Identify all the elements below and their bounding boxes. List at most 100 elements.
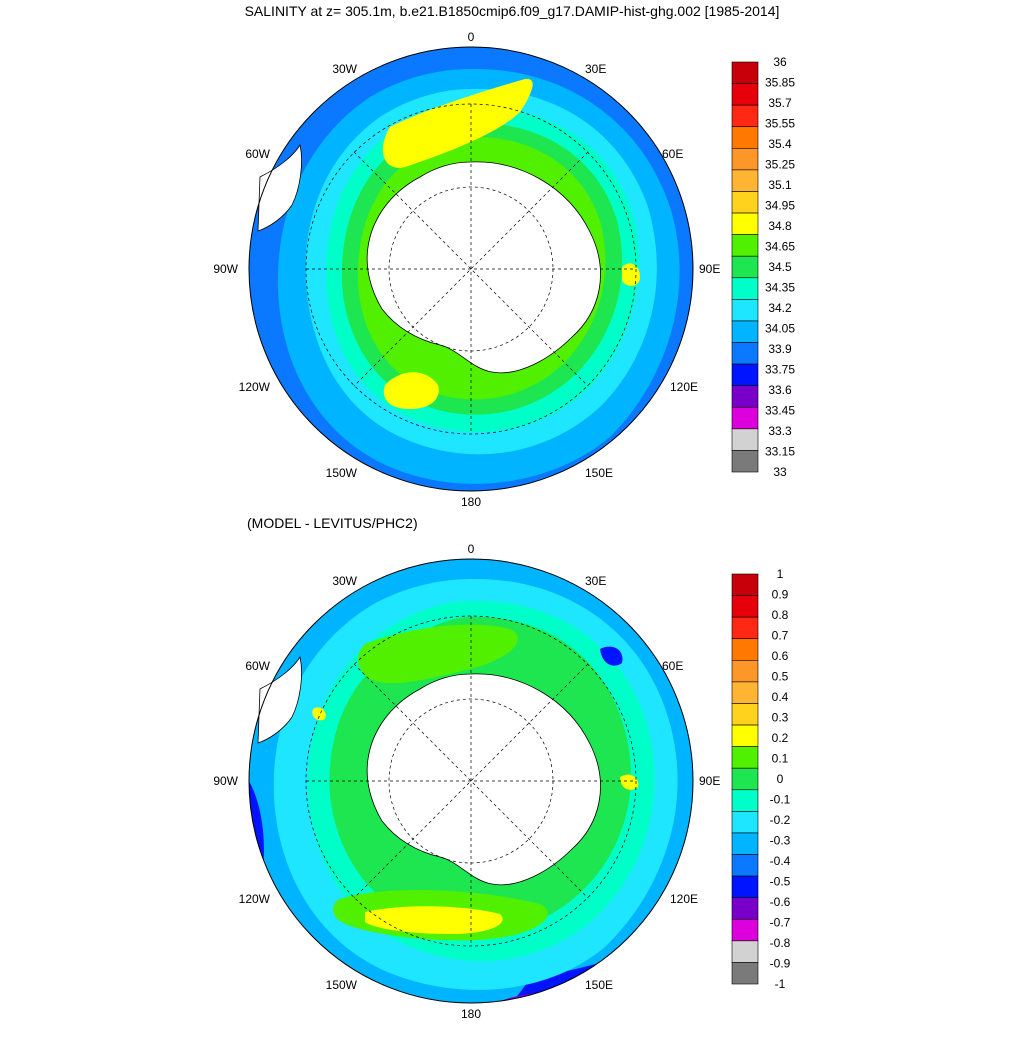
colorbar-tick-label: 0.8 — [772, 608, 789, 622]
south-america-landmass — [257, 655, 302, 744]
longitude-labels: 0 30E 60E 90E 120E 150E 180 150W 120W 90… — [213, 30, 720, 509]
colorbar-tick-label: 0.5 — [772, 670, 789, 684]
lon-label: 120W — [239, 892, 271, 906]
map-boundary — [248, 558, 694, 1004]
colorbar-swatch — [731, 255, 759, 279]
lon-label: 60W — [245, 659, 270, 673]
colorbar-swatch — [731, 767, 759, 791]
colorbar-swatch — [731, 940, 759, 963]
colorbar-swatch — [731, 638, 759, 661]
lon-label: 30E — [585, 62, 606, 76]
lon-label: 120E — [670, 892, 698, 906]
colorbar-swatch — [731, 83, 759, 106]
colorbar-swatch — [731, 385, 759, 408]
colorbar-swatch — [731, 212, 759, 235]
colorbar-tick-label: 33.15 — [765, 445, 795, 459]
colorbar-swatch — [731, 854, 759, 877]
main-title: SALINITY at z= 305.1m, b.e21.B1850cmip6.… — [244, 3, 780, 19]
lon-label: 90W — [213, 774, 238, 788]
colorbar-swatch — [731, 104, 759, 128]
colorbar-tick-label: -0.1 — [770, 793, 791, 807]
colorbar-tick-label: 0.7 — [772, 629, 789, 643]
colorbar-tick-label: 34.2 — [768, 301, 792, 315]
south-america-landmass — [257, 143, 302, 232]
lon-label: 60E — [662, 659, 683, 673]
lon-label: 60E — [662, 147, 683, 161]
colorbar-swatch — [731, 724, 759, 747]
colorbar-swatch — [731, 234, 759, 257]
yellow-patch-atlantic — [382, 78, 533, 168]
colorbar-swatch — [731, 897, 759, 920]
colorbar-swatch — [731, 299, 759, 322]
colorbar-swatch — [731, 148, 759, 171]
colorbar-swatch — [731, 616, 759, 640]
colorbar-tick-label: 0.6 — [772, 649, 789, 663]
lon-label: 120W — [239, 380, 271, 394]
lon-label: 180 — [461, 1007, 481, 1021]
lon-label: 150E — [585, 978, 613, 992]
colorbar-tick-label: -0.7 — [770, 916, 791, 930]
colorbar-swatch — [731, 169, 759, 192]
colorbar-tick-label: 0.9 — [772, 588, 789, 602]
antarctica-landmass — [366, 673, 601, 886]
colorbar-tick-label: -0.3 — [770, 834, 791, 848]
salinity-colorbar: 36 35.85 35.7 35.55 35.4 35.25 35.1 34.95 34.8 34… — [731, 55, 795, 479]
colorbar-tick-label: 0.4 — [772, 690, 789, 704]
colorbar-tick-label: 35.85 — [765, 76, 795, 90]
colorbar-tick-label: 1 — [777, 567, 784, 581]
colorbar-tick-label: 34.05 — [765, 322, 795, 336]
salinity-polar-map: 0 30E 60E 90E 120E 150E 180 150W 120W 90… — [213, 30, 720, 509]
colorbar-tick-label: 35.55 — [765, 117, 795, 131]
salinity-difference-polar-map: 0 30E 60E 90E 120E 150E 180 150W 120W 90… — [213, 542, 720, 1021]
colorbar-swatch — [731, 918, 759, 942]
difference-title: (MODEL - LEVITUS/PHC2) — [247, 515, 418, 531]
lon-label: 30W — [332, 62, 357, 76]
colorbar-swatch — [731, 126, 759, 149]
colorbar-swatch — [731, 573, 759, 596]
lon-label: 60W — [245, 147, 270, 161]
colorbar-tick-label: 34.8 — [768, 219, 792, 233]
blue-patch-east — [600, 646, 623, 666]
colorbar-tick-label: 34.65 — [765, 240, 795, 254]
colorbar-tick-label: 33.6 — [768, 383, 792, 397]
colorbar-swatch — [731, 832, 759, 855]
colorbar-swatch — [731, 428, 759, 451]
lon-label: 0 — [468, 542, 475, 556]
yellow-patch-pacific — [383, 372, 439, 409]
colorbar-tick-label: 0.1 — [772, 752, 789, 766]
lon-label: 90E — [699, 262, 720, 276]
colorbar-tick-label: -0.2 — [770, 813, 791, 827]
green-patch-atlantic — [358, 624, 518, 684]
colorbar-tick-label: 34.35 — [765, 281, 795, 295]
colorbar-tick-label: 35.1 — [768, 178, 792, 192]
colorbar-swatch — [731, 342, 759, 365]
lon-label: 150W — [326, 466, 358, 480]
map-boundary — [248, 46, 694, 492]
graticule — [305, 103, 637, 435]
colorbar-tick-label: 33.75 — [765, 363, 795, 377]
lon-label: 180 — [461, 495, 481, 509]
colorbar-swatch — [731, 595, 759, 618]
colorbar-tick-label: 0.2 — [772, 731, 789, 745]
lon-label: 150E — [585, 466, 613, 480]
yellow-patch-pacific — [365, 906, 503, 934]
colorbar-tick-label: -0.5 — [770, 875, 791, 889]
colorbar-tick-label: 0.3 — [772, 711, 789, 725]
colorbar-swatch — [731, 277, 759, 300]
lon-label: 0 — [468, 30, 475, 44]
colorbar-tick-label: 34.95 — [765, 199, 795, 213]
colorbar-tick-label: -1 — [775, 977, 786, 991]
colorbar-swatch — [731, 406, 759, 430]
lon-label: 30W — [332, 574, 357, 588]
colorbar-tick-label: 0 — [777, 772, 784, 786]
colorbar-swatch — [731, 681, 759, 704]
colorbar-tick-label: -0.6 — [770, 895, 791, 909]
colorbar-swatch — [731, 450, 759, 473]
colorbar-tick-label: 33 — [773, 465, 787, 479]
colorbar-swatch — [731, 962, 759, 985]
lon-label: 150W — [326, 978, 358, 992]
colorbar-swatch — [731, 191, 759, 214]
colorbar-tick-label: 33.9 — [768, 342, 792, 356]
colorbar-swatch — [731, 320, 759, 343]
colorbar-swatch — [731, 660, 759, 683]
